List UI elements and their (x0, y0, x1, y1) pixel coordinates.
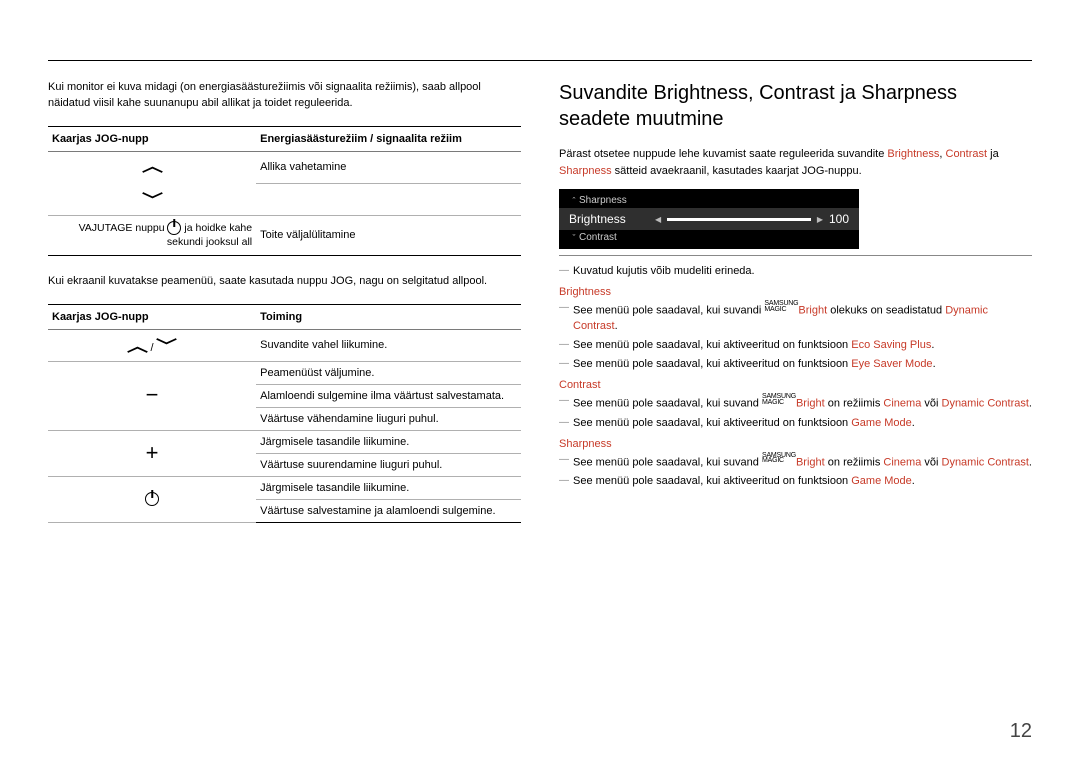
osd-top-label: Sharpness (579, 195, 627, 206)
osd-main-label: Brightness (569, 212, 655, 226)
c1-mid: on režiimis (825, 398, 884, 410)
t2-r2a: Peamenüüst väljumine. (256, 361, 521, 384)
down-chevron-icon: ﹀ (156, 335, 177, 356)
divider (559, 255, 1032, 256)
t1-r2-val: Toite väljalülitamine (256, 216, 521, 255)
osd-slider (667, 218, 811, 221)
down-arrow-icon: ˇ (569, 233, 579, 243)
c2-pre: See menüü pole saadaval, kui aktiveeritu… (573, 417, 851, 429)
s-note-2: See menüü pole saadaval, kui aktiveeritu… (559, 474, 1032, 490)
sep2: ja (987, 148, 999, 160)
t2-h1: Kaarjas JOG-nupp (48, 304, 256, 329)
b3-end: Eye Saver Mode (851, 358, 932, 370)
t1-h2: Energiasäästurežiim / signaalita režiim (256, 126, 521, 151)
s2-pre: See menüü pole saadaval, kui aktiveeritu… (573, 475, 851, 487)
kw-sharpness: Sharpness (559, 165, 612, 177)
s1-dc: Dynamic Contrast (942, 456, 1029, 468)
t1-r2-pre: VAJUTAGE nuppu (79, 222, 165, 234)
b2-end: Eco Saving Plus (851, 339, 931, 351)
osd-preview: ˆ Sharpness Brightness ◀ ▶ 100 ˇ Contras… (559, 189, 859, 249)
s1-cin: Cinema (883, 456, 921, 468)
t2-h2: Toiming (256, 304, 521, 329)
left-tri-icon: ◀ (655, 215, 661, 224)
right-intro: Pärast otsetee nuppude lehe kuvamist saa… (559, 146, 1032, 179)
b1-bright: Bright (798, 305, 827, 317)
power-icon (145, 492, 159, 506)
up-arrow-icon: ˆ (569, 196, 579, 206)
osd-bottom-label: Contrast (579, 232, 617, 243)
s2-end: Game Mode (851, 475, 912, 487)
table-jog-actions: Kaarjas JOG-nupp Toiming ︿ / ﹀ Suvandite… (48, 304, 521, 523)
down-chevron-icon: ﹀ (142, 191, 163, 211)
c1-bright: Bright (796, 398, 825, 410)
c1-or: või (921, 398, 941, 410)
right-column: Suvandite Brightness, Contrast ja Sharpn… (559, 50, 1032, 523)
s-note-1: See menüü pole saadaval, kui suvand SAMS… (559, 453, 1032, 472)
up-chevron-icon: ︿ (127, 335, 148, 356)
c1-dot: . (1029, 398, 1032, 410)
s1-dot: . (1029, 456, 1032, 468)
t1-r1-val: Allika vahetamine (256, 151, 521, 183)
b1-mid: olekuks on seadistatud (827, 305, 945, 317)
sharpness-head: Sharpness (559, 438, 1032, 450)
s1-bright: Bright (796, 456, 825, 468)
s1-or: või (921, 456, 941, 468)
right-title: Suvandite Brightness, Contrast ja Sharpn… (559, 80, 1032, 132)
b2-dot: . (931, 339, 934, 351)
intro-pre: Pärast otsetee nuppude lehe kuvamist saa… (559, 148, 887, 160)
plus-icon: + (146, 440, 159, 465)
power-icon (167, 221, 181, 235)
kw-brightness: Brightness (887, 148, 939, 160)
c1-dc: Dynamic Contrast (942, 398, 1029, 410)
t2-r3a: Järgmisele tasandile liikumine. (256, 430, 521, 453)
s1-mid: on režiimis (825, 456, 884, 468)
b1-pre: See menüü pole saadaval, kui suvandi (573, 305, 764, 317)
c-note-1: See menüü pole saadaval, kui suvand SAMS… (559, 394, 1032, 413)
contrast-head: Contrast (559, 379, 1032, 391)
c2-dot: . (912, 417, 915, 429)
t2-r1: Suvandite vahel liikumine. (256, 329, 521, 361)
kw-contrast: Contrast (946, 148, 988, 160)
b-note-2: See menüü pole saadaval, kui aktiveeritu… (559, 338, 1032, 354)
note-image-vary: Kuvatud kujutis võib mudeliti erineda. (559, 264, 1032, 280)
c2-end: Game Mode (851, 417, 912, 429)
t2-r3b: Väärtuse suurendamine liuguri puhul. (256, 453, 521, 476)
b2-pre: See menüü pole saadaval, kui aktiveeritu… (573, 339, 851, 351)
samsung-magic-icon: SAMSUNGMAGIC (762, 453, 796, 464)
c-note-2: See menüü pole saadaval, kui aktiveeritu… (559, 416, 1032, 432)
s1-pre: See menüü pole saadaval, kui suvand (573, 456, 762, 468)
s2-dot: . (912, 475, 915, 487)
t2-r4b: Väärtuse salvestamine ja alamloendi sulg… (256, 499, 521, 522)
brightness-head: Brightness (559, 286, 1032, 298)
b-note-3: See menüü pole saadaval, kui aktiveeritu… (559, 357, 1032, 373)
b3-pre: See menüü pole saadaval, kui aktiveeritu… (573, 358, 851, 370)
left-intro: Kui monitor ei kuva midagi (on energiasä… (48, 80, 521, 112)
samsung-magic-icon: SAMSUNGMAGIC (762, 394, 796, 405)
table-jog-energy: Kaarjas JOG-nupp Energiasäästurežiim / s… (48, 126, 521, 256)
page-number: 12 (1010, 720, 1032, 743)
left-column: Kui monitor ei kuva midagi (on energiasä… (48, 50, 521, 523)
c1-cin: Cinema (883, 398, 921, 410)
left-mid: Kui ekraanil kuvatakse peamenüü, saate k… (48, 274, 521, 290)
top-rule (48, 60, 1032, 61)
t2-r4a: Järgmisele tasandile liikumine. (256, 476, 521, 499)
t2-r2b: Alamloendi sulgemine ilma väärtust salve… (256, 384, 521, 407)
intro-post: sätteid avaekraanil, kasutades kaarjat J… (612, 165, 862, 177)
minus-icon: − (146, 382, 159, 407)
up-chevron-icon: ︿ (142, 157, 163, 177)
t2-r2c: Väärtuse vähendamine liuguri puhul. (256, 407, 521, 430)
b3-dot: . (933, 358, 936, 370)
samsung-magic-icon: SAMSUNGMAGIC (764, 301, 798, 312)
c1-pre: See menüü pole saadaval, kui suvand (573, 398, 762, 410)
b-note-1: See menüü pole saadaval, kui suvandi SAM… (559, 301, 1032, 335)
t1-h1: Kaarjas JOG-nupp (48, 126, 256, 151)
b1-dot: . (615, 320, 618, 332)
osd-value: 100 (823, 212, 849, 226)
